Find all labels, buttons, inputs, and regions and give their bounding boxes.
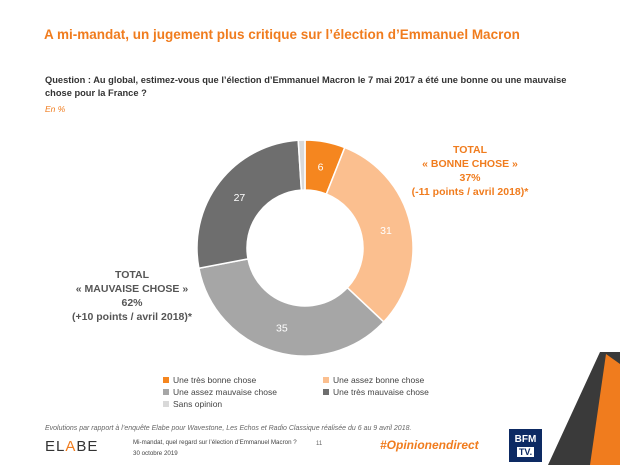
donut-data-label: 27 — [234, 192, 246, 204]
donut-slice — [297, 139, 306, 191]
legend-swatch — [323, 377, 329, 383]
legend-label: Une très mauvaise chose — [333, 387, 429, 397]
footer-caption-title: Mi-mandat, quel regard sur l’élection d’… — [133, 439, 297, 446]
survey-question: Question : Au global, estimez-vous que l… — [45, 75, 567, 98]
corner-stripe-orange — [590, 354, 620, 465]
footnote: Evolutions par rapport à l’enquête Elabe… — [45, 425, 412, 432]
legend-item: Sans opinion — [163, 399, 222, 409]
legend-swatch — [163, 401, 169, 407]
legend-label: Une assez bonne chose — [333, 375, 425, 385]
legend-swatch — [163, 377, 169, 383]
donut-data-label: 31 — [380, 225, 392, 237]
page-number: 11 — [316, 441, 323, 447]
corner-logo-mark — [548, 352, 620, 465]
legend-label: Une assez mauvaise chose — [173, 387, 277, 397]
elabe-logo: ELABE — [45, 438, 99, 455]
footer-caption-date: 30 octobre 2019 — [133, 450, 178, 457]
legend-item: Une très bonne chose — [163, 375, 256, 385]
donut-data-labels: 6 31 35 27 — [234, 161, 392, 334]
donut-slice — [198, 257, 385, 357]
callout-good-line3: 37% — [459, 172, 481, 184]
callout-bad-line3: 62% — [121, 297, 143, 309]
donut-slice — [196, 139, 303, 270]
legend-swatch — [163, 389, 169, 395]
page-title: A mi-mandat, un jugement plus critique s… — [44, 27, 520, 42]
donut-data-label: 35 — [276, 323, 288, 335]
callout-mauvaise-chose: TOTAL « MAUVAISE CHOSE » 62% (+10 points… — [32, 268, 232, 324]
legend-label: Sans opinion — [173, 399, 223, 409]
unit-label: En % — [45, 104, 66, 114]
callout-bad-line1: TOTAL — [114, 269, 150, 281]
callout-good-line1: TOTAL — [452, 144, 488, 156]
callout-bonne-chose: TOTAL « BONNE CHOSE » 37% (-11 points / … — [380, 143, 560, 199]
callout-bad-line2: « MAUVAISE CHOSE » — [75, 283, 189, 295]
donut-data-label: 6 — [318, 161, 324, 173]
legend-item: Une très mauvaise chose — [323, 387, 429, 397]
donut-slices — [196, 139, 414, 357]
footer-caption: Mi-mandat, quel regard sur l’élection d’… — [133, 437, 297, 459]
callout-bad-line4: (+10 points / avril 2018)* — [72, 311, 192, 323]
legend-item: Une assez bonne chose — [323, 375, 424, 385]
legend-label: Une très bonne chose — [173, 375, 257, 385]
bfmtv-logo: BFM TV. — [509, 429, 542, 462]
legend-item: Une assez mauvaise chose — [163, 387, 277, 397]
donut-slice — [325, 146, 414, 323]
legend-swatch — [323, 389, 329, 395]
callout-good-line2: « BONNE CHOSE » — [422, 158, 518, 170]
hashtag: #Opinionendirect — [380, 438, 479, 452]
callout-good-line4: (-11 points / avril 2018)* — [411, 186, 529, 198]
